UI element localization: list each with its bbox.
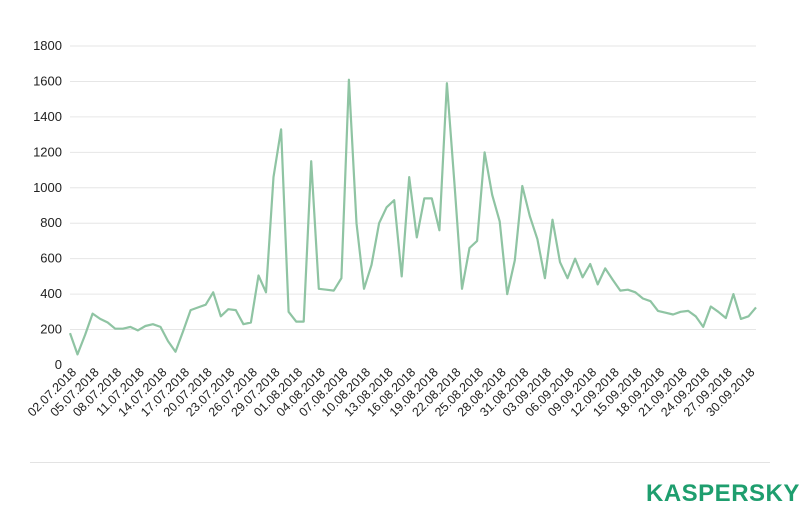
y-tick-label: 1400 — [33, 109, 62, 124]
y-tick-label: 200 — [40, 322, 62, 337]
series-line — [68, 78, 757, 356]
y-tick-label: 1600 — [33, 73, 62, 88]
kaspersky-lab-logo: KASPERSKY lab — [646, 480, 800, 514]
y-tick-label: 600 — [40, 251, 62, 266]
y-tick-label: 0 — [55, 357, 62, 372]
grid-lines — [70, 45, 756, 331]
y-axis-labels: 0 200 400 600 800 1000 1200 1400 1600 1800 — [33, 38, 62, 372]
series-layer — [68, 78, 757, 356]
y-tick-label: 400 — [40, 286, 62, 301]
y-tick-label: 800 — [40, 215, 62, 230]
footer-divider — [30, 462, 770, 463]
logo-wordmark: KASPERSKY — [646, 480, 800, 507]
line-chart: 0 200 400 600 800 1000 1200 1400 1600 1800 02.07.… — [25, 38, 758, 419]
y-tick-label: 1200 — [33, 144, 62, 159]
x-axis-labels: 02.07.201805.07.201808.07.201811.07.2018… — [25, 365, 758, 419]
y-tick-label: 1000 — [33, 180, 62, 195]
y-tick-label: 1800 — [33, 38, 62, 53]
